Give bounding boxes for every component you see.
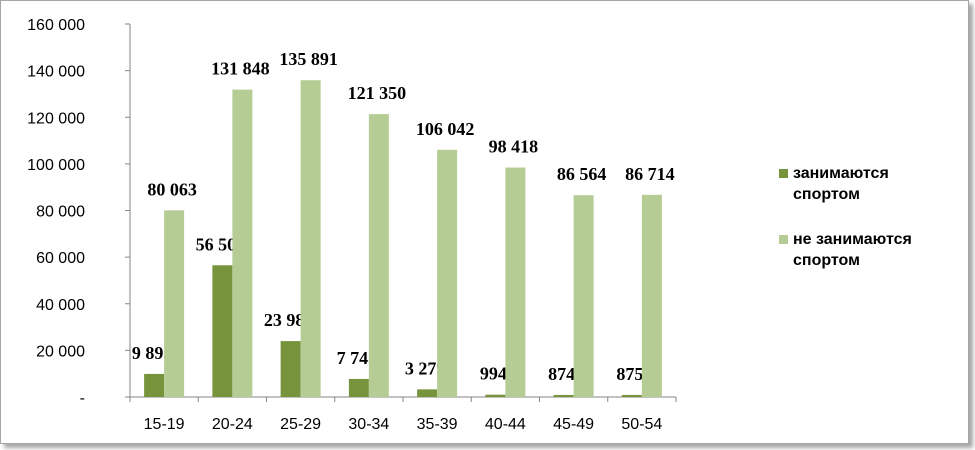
data-label: 874 — [548, 364, 575, 384]
x-tick-label: 40-44 — [485, 416, 526, 433]
bar — [232, 89, 253, 398]
y-tick-label: 100 000 — [27, 157, 85, 174]
bar — [573, 195, 594, 397]
y-tick-label: 140 000 — [27, 64, 85, 81]
data-label: 98 418 — [489, 137, 539, 157]
x-tick-label: 15-19 — [144, 416, 185, 433]
bar — [437, 149, 458, 397]
data-label: 3 279 — [405, 358, 446, 378]
bar — [212, 265, 233, 397]
y-tick-label: 40 000 — [36, 297, 85, 314]
data-label: 86 714 — [625, 164, 675, 184]
y-tick-label: 120 000 — [27, 110, 85, 127]
bar — [368, 114, 389, 397]
bar — [300, 80, 321, 398]
y-tick-label: - — [80, 390, 85, 407]
y-tick-label: 80 000 — [36, 204, 85, 221]
bar — [280, 341, 301, 397]
bar — [348, 378, 369, 397]
legend-label: занимаются — [793, 165, 889, 182]
legend-label: не занимаются — [793, 231, 912, 248]
legend-label: спортом — [793, 186, 860, 203]
bar — [553, 394, 574, 397]
data-label: 875 — [616, 364, 643, 384]
data-label: 106 042 — [416, 119, 475, 139]
x-tick-label: 35-39 — [417, 416, 458, 433]
y-tick-label: 160 000 — [27, 17, 85, 34]
bar — [621, 394, 642, 397]
data-label: 131 848 — [211, 59, 270, 79]
bar — [641, 194, 662, 397]
bar — [505, 167, 526, 397]
x-tick-label: 30-34 — [348, 416, 389, 433]
y-tick-label: 20 000 — [36, 343, 85, 360]
x-tick-label: 20-24 — [212, 416, 253, 433]
x-tick-label: 45-49 — [553, 416, 594, 433]
legend-swatch — [779, 235, 788, 244]
bar — [485, 394, 506, 397]
bar — [164, 210, 185, 397]
x-tick-label: 25-29 — [280, 416, 321, 433]
bar — [144, 373, 165, 397]
data-label: 9 895 — [132, 343, 173, 363]
legend-swatch — [779, 169, 788, 178]
legend-label: спортом — [793, 252, 860, 269]
data-label: 80 063 — [147, 179, 197, 199]
bar — [417, 389, 438, 397]
data-label: 994 — [480, 364, 507, 384]
data-label: 86 564 — [557, 164, 607, 184]
data-label: 7 745 — [337, 348, 378, 368]
y-tick-label: 60 000 — [36, 250, 85, 267]
data-label: 135 891 — [279, 49, 338, 69]
x-tick-label: 50-54 — [621, 416, 662, 433]
data-label: 121 350 — [348, 83, 407, 103]
